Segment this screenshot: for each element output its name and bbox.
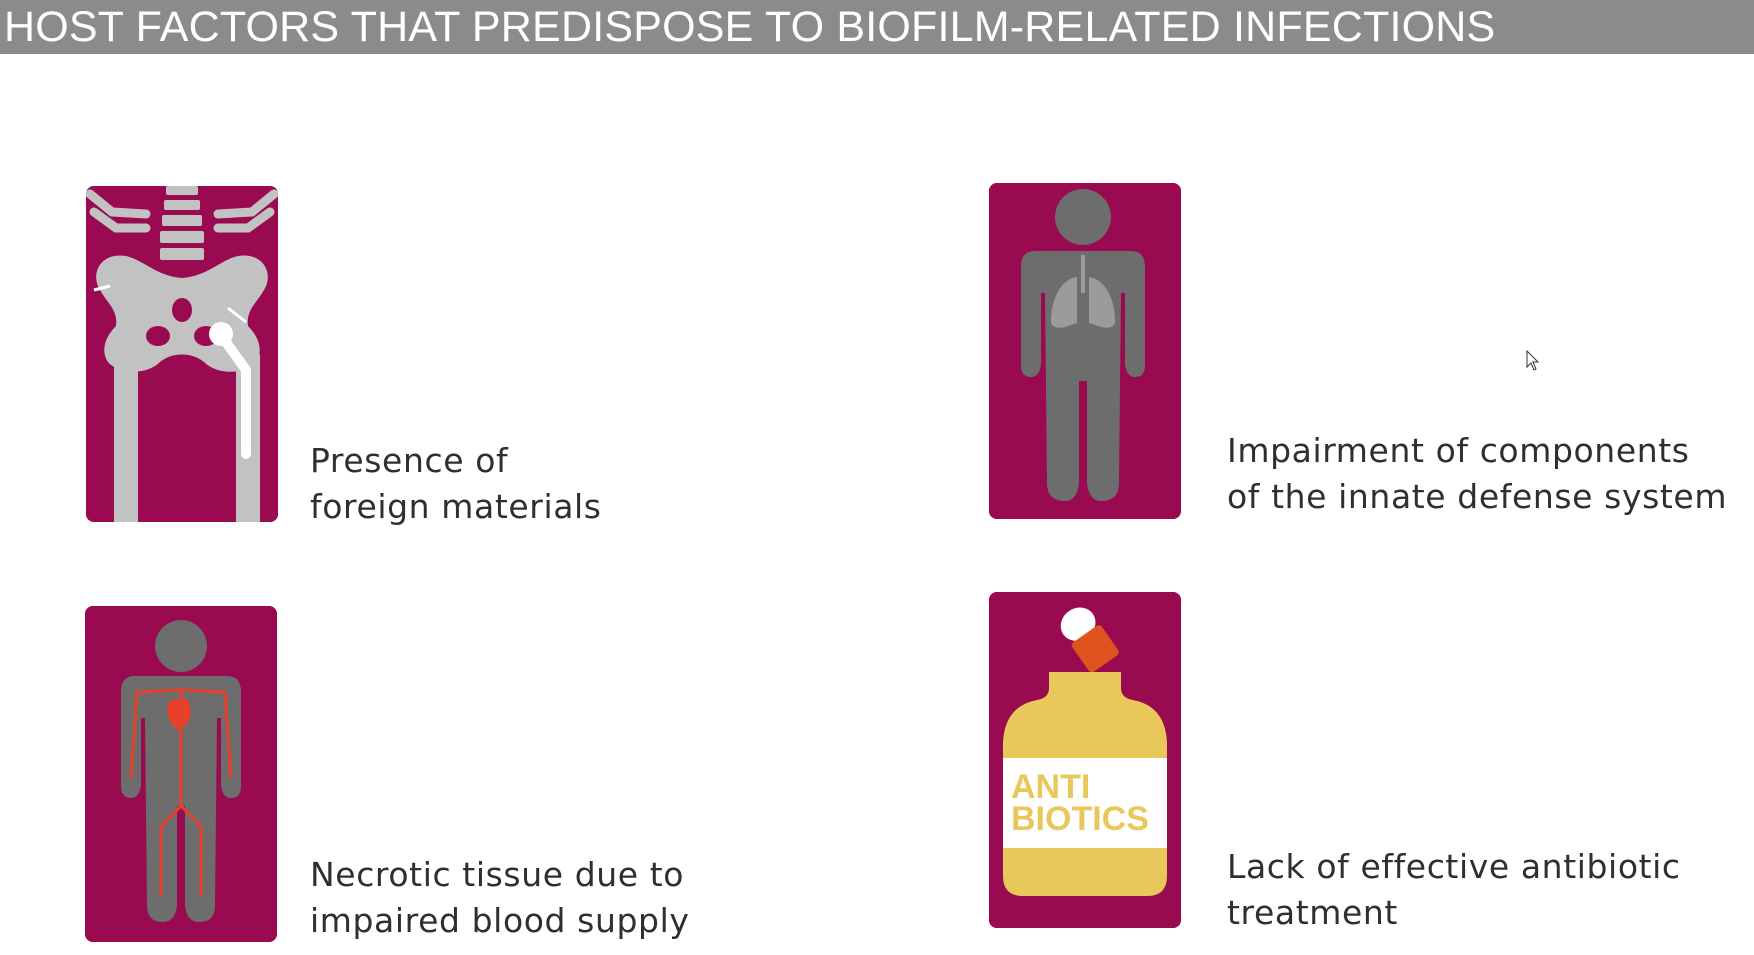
- caption-line: of the innate defense system: [1227, 477, 1728, 516]
- caption-line: treatment: [1227, 893, 1398, 932]
- caption-line: foreign materials: [310, 487, 602, 526]
- caption-line: Presence of: [310, 441, 509, 480]
- antibiotic-treatment-card: ANTI BIOTICS: [989, 592, 1181, 928]
- slide-header: HOST FACTORS THAT PREDISPOSE TO BIOFILM-…: [0, 0, 1754, 54]
- caption-line: impaired blood supply: [310, 901, 690, 940]
- mouse-cursor-icon: [1526, 350, 1540, 371]
- caption-line: Impairment of components: [1227, 431, 1690, 470]
- antibiotics-bottle-icon: ANTI BIOTICS: [989, 592, 1181, 928]
- innate-defense-caption: Impairment of components of the innate d…: [1227, 428, 1727, 520]
- human-lungs-icon: [989, 183, 1181, 519]
- hip-implant-xray-icon: [86, 186, 278, 522]
- foreign-materials-caption: Presence of foreign materials: [310, 438, 602, 530]
- bottle-label-line-1: ANTI: [1011, 768, 1090, 806]
- necrotic-tissue-card: [85, 606, 277, 942]
- slide-title: HOST FACTORS THAT PREDISPOSE TO BIOFILM-…: [4, 3, 1496, 51]
- antibiotic-treatment-caption: Lack of effective antibiotic treatment: [1227, 844, 1681, 936]
- human-blood-vessels-icon: [85, 606, 277, 942]
- caption-line: Necrotic tissue due to: [310, 855, 685, 894]
- caption-line: Lack of effective antibiotic: [1227, 847, 1681, 886]
- bottle-label-line-2: BIOTICS: [1011, 800, 1149, 838]
- foreign-materials-card: [86, 186, 278, 522]
- necrotic-tissue-caption: Necrotic tissue due to impaired blood su…: [310, 852, 689, 944]
- innate-defense-card: [989, 183, 1181, 519]
